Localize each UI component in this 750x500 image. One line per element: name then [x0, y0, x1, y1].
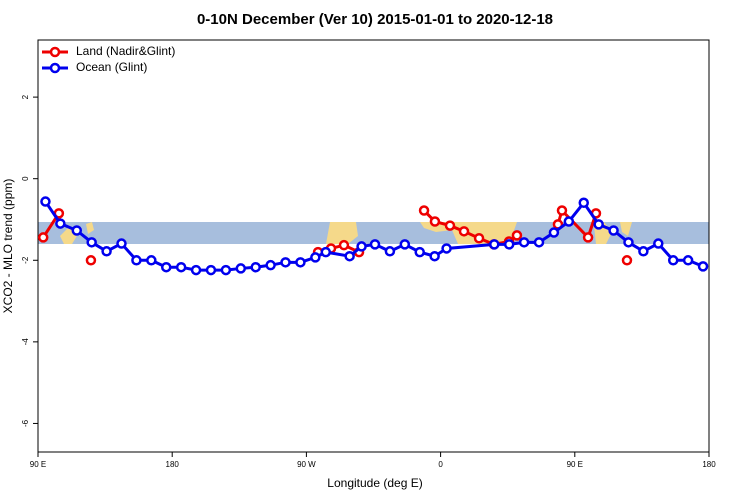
data-point [205, 264, 217, 276]
x-axis-label: Longitude (deg E) [327, 476, 422, 490]
data-point [503, 239, 515, 250]
data-point [37, 232, 49, 243]
data-point [697, 261, 709, 272]
data-point [344, 250, 355, 262]
plot-frame [37, 39, 710, 453]
data-point [310, 252, 321, 263]
data-point [623, 237, 634, 248]
data-point [86, 237, 97, 248]
data-point [175, 261, 187, 273]
x-tick-label: 90 W [297, 460, 316, 469]
data-point [369, 239, 381, 250]
data-point [250, 261, 261, 273]
data-point [511, 230, 523, 241]
data-point [40, 196, 51, 207]
legend-marker [49, 46, 61, 58]
y-tick-label: 0 [21, 176, 30, 181]
x-tick-label: 90 E [30, 460, 46, 469]
series-line [556, 207, 598, 241]
data-point [621, 255, 633, 266]
data-point [131, 255, 142, 266]
legend-label: Ocean (Glint) [76, 60, 147, 74]
data-point [146, 255, 157, 266]
y-axis-label: XCO2 - MLO trend (ppm) [1, 179, 15, 314]
data-point [265, 259, 276, 271]
data-point [638, 246, 649, 257]
data-point [356, 241, 367, 252]
y-tick-label: -4 [21, 338, 30, 346]
data-point [444, 220, 456, 231]
data-point [556, 205, 568, 216]
y-tick-label: -6 [21, 419, 30, 427]
data-point [71, 225, 83, 236]
x-tick-label: 90 E [567, 460, 583, 469]
x-tick-label: 180 [702, 460, 716, 469]
data-point [190, 264, 202, 276]
data-point [458, 226, 470, 237]
data-point [235, 263, 247, 274]
y-tick-label: 2 [21, 94, 30, 99]
data-point [682, 255, 694, 266]
data-point [384, 246, 396, 257]
legend-label: Land (Nadir&Glint) [76, 44, 175, 58]
data-point [414, 246, 425, 258]
data-point [441, 243, 452, 254]
data-point [418, 205, 430, 216]
data-point [667, 255, 679, 266]
legend-marker [49, 62, 61, 74]
data-point [518, 237, 530, 248]
x-tick-label: 0 [438, 460, 443, 469]
data-point [653, 238, 664, 249]
data-point [429, 216, 441, 227]
y-tick-label: -2 [21, 256, 30, 264]
data-point [578, 197, 589, 209]
data-point [116, 238, 127, 249]
data-point [399, 239, 411, 250]
data-point [429, 250, 440, 262]
data-point [101, 246, 112, 257]
data-point [548, 227, 560, 238]
data-point [220, 264, 232, 276]
data-point [160, 261, 172, 273]
data-point [280, 257, 291, 268]
data-point [582, 232, 594, 243]
data-point [533, 237, 545, 248]
data-point [338, 239, 350, 251]
data-point [608, 225, 619, 236]
data-point [320, 246, 332, 258]
chart-title: 0-10N December (Ver 10) 2015-01-01 to 20… [197, 11, 553, 28]
data-point [473, 232, 485, 244]
data-point [489, 239, 500, 250]
x-tick-label: 180 [166, 460, 180, 469]
data-point [295, 257, 306, 268]
data-point [85, 255, 97, 266]
data-point [593, 219, 604, 230]
data-point [55, 218, 66, 229]
data-point [563, 216, 575, 227]
